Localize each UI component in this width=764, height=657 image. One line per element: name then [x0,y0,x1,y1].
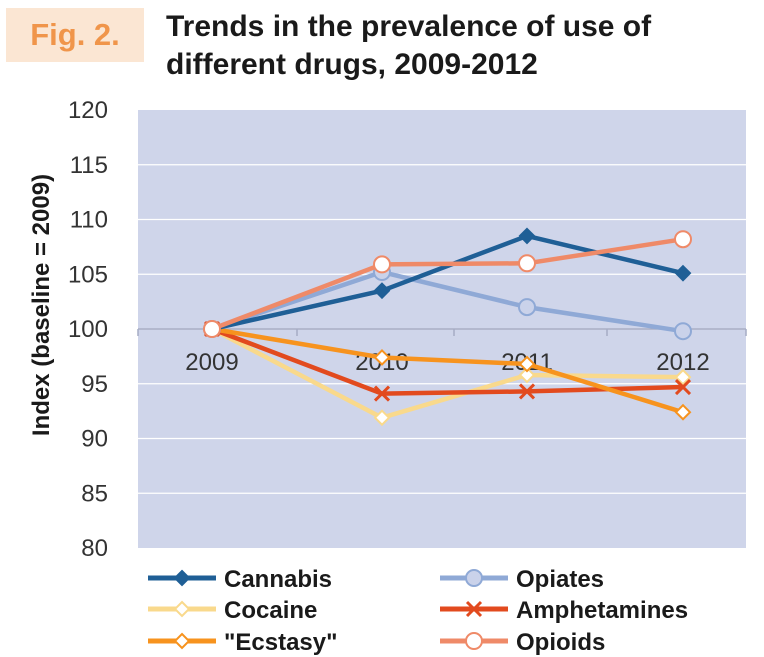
series-group [203,227,692,427]
legend-item-cocaine: Cocaine [148,597,317,624]
y-tick-label: 120 [68,97,108,124]
data-point [518,227,536,245]
series-line [211,326,684,415]
legend-label: Opiates [516,566,604,593]
legend-item-amphetamines: Amphetamines [440,597,688,624]
y-tick-label: 100 [68,316,108,343]
data-point [373,255,391,274]
legend-label: "Ecstasy" [224,629,338,656]
data-point [674,403,692,421]
data-point [674,322,692,341]
y-axis-label: Index (baseline = 2009) [28,174,55,436]
chart-title-line-2: different drugs, 2009-2012 [166,48,538,81]
legend-label: Cannabis [224,566,332,593]
legend-item-opiates: Opiates [440,566,604,593]
data-point [518,254,536,273]
legend-marker [173,569,191,587]
legend-label: Opioids [516,629,605,656]
data-point [674,368,692,386]
data-point [203,320,221,338]
series-line [211,236,684,332]
data-point [373,349,391,366]
y-axis-ticks: 80 85 90 95 100 105 110 115 120 [68,97,108,562]
y-tick-label: 90 [81,426,108,453]
legend-item-ecstasy: "Ecstasy" [148,629,338,656]
data-point [373,282,391,300]
data-point [518,355,536,373]
y-tick-label: 105 [68,261,108,288]
data-point [518,366,536,384]
legend-label: Cocaine [224,597,317,624]
series-opioids [203,230,692,338]
legend-marker [173,600,191,618]
y-tick-label: 95 [81,371,108,398]
legend-marker [465,600,483,618]
y-tick-label: 115 [70,152,108,179]
data-point [373,409,391,427]
data-point [518,383,536,400]
legend-marker [465,569,483,587]
legend-item-cannabis: Cannabis [148,566,332,593]
data-point [674,230,692,249]
legend-marker [173,632,191,650]
figure-label: Fig. 2. [6,8,144,62]
data-point [674,264,692,282]
legend-marker [465,632,483,650]
series-line [211,269,684,334]
x-tick-label: 2009 [185,349,238,376]
legend-item-opioids: Opioids [440,629,605,656]
chart-title-line-1: Trends in the prevalence of use of [166,10,652,43]
y-tick-label: 85 [81,480,108,507]
data-point [518,298,536,317]
legend-label: Amphetamines [516,597,688,624]
data-point [373,385,391,402]
data-point [674,378,692,396]
y-tick-label: 80 [81,535,108,562]
legend: Cannabis Opiates Cocaine Amphetamines "Ecsta… [148,566,688,656]
gridlines [138,164,746,494]
chart-title: Trends in the prevalence of use of diffe… [166,8,756,84]
y-tick-label: 110 [70,207,108,234]
series-line [210,327,684,420]
